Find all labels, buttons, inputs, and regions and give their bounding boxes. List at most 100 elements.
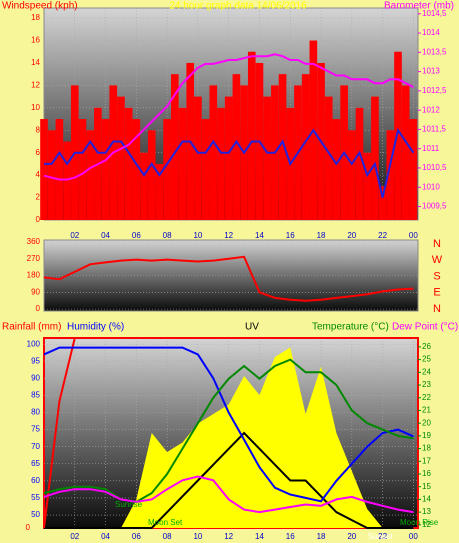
y2-tick-label: 17 xyxy=(422,456,431,465)
y-tick-label: 80 xyxy=(31,408,40,417)
bar xyxy=(409,119,418,220)
bar xyxy=(217,107,225,220)
bar xyxy=(201,119,210,220)
x-tick-label: 02 xyxy=(70,532,79,541)
axis-label: Barometer (mb) xyxy=(384,1,454,12)
x-tick-label: 12 xyxy=(224,532,233,541)
bar xyxy=(132,119,141,220)
compass-label: N xyxy=(433,238,441,250)
x-tick-label: 00 xyxy=(409,532,418,541)
bar xyxy=(263,96,271,220)
x-tick-label: 06 xyxy=(132,231,141,240)
bar xyxy=(47,130,56,220)
y-tick-label: 85 xyxy=(31,391,40,400)
axis-label: Humidity (%) xyxy=(67,322,124,333)
line xyxy=(44,127,415,198)
bar xyxy=(117,96,125,220)
line xyxy=(44,431,414,529)
y-tick-label: 18 xyxy=(31,13,40,22)
x-tick-label: 16 xyxy=(286,231,295,240)
bar xyxy=(86,130,94,220)
y2-tick-label: 25 xyxy=(422,355,431,364)
y2-tick-label: 19 xyxy=(422,431,431,440)
x-tick-label: 02 xyxy=(70,231,79,240)
bar xyxy=(163,119,171,220)
compass-label: W xyxy=(432,254,443,266)
y-tick-label: 95 xyxy=(31,356,40,365)
bar xyxy=(355,107,364,220)
y-tick-label: 8 xyxy=(36,125,41,134)
series-tick-label: 0 xyxy=(26,523,31,532)
y2-tick-label: 1011,5 xyxy=(422,125,446,134)
x-tick-label: 22 xyxy=(378,532,387,541)
axis-label: Windspeed (kph) xyxy=(2,1,78,12)
line xyxy=(43,475,414,514)
x-tick-label: 08 xyxy=(163,532,172,541)
y-tick-label: 75 xyxy=(31,425,40,434)
x-tick-label: 18 xyxy=(317,231,326,240)
bar xyxy=(171,74,179,220)
bar xyxy=(63,141,71,220)
y-tick-label: 6 xyxy=(36,148,41,157)
bar xyxy=(55,119,64,220)
compass-label: N xyxy=(433,303,441,315)
bar xyxy=(224,96,233,220)
y-tick-label: 180 xyxy=(27,271,41,280)
bar xyxy=(209,85,218,221)
y-tick-label: 65 xyxy=(31,459,40,468)
x-tick-label: 04 xyxy=(101,532,110,541)
y2-tick-label: 1014 xyxy=(422,28,440,37)
bar xyxy=(40,119,48,220)
annotation: Sunset xyxy=(368,532,394,541)
area xyxy=(44,347,414,528)
compass-label: S xyxy=(433,270,440,282)
chart-title: 24 hour graph data 14/06/2016 xyxy=(169,1,307,12)
y-tick-label: 12 xyxy=(31,81,40,90)
y2-tick-label: 1012 xyxy=(422,105,440,114)
bar xyxy=(178,107,187,220)
x-tick-label: 18 xyxy=(317,532,326,541)
y-tick-label: 70 xyxy=(31,442,40,451)
x-tick-label: 00 xyxy=(409,231,418,240)
y-tick-label: 16 xyxy=(31,36,40,45)
bar xyxy=(401,85,410,221)
bar xyxy=(394,51,402,220)
y-tick-label: 14 xyxy=(31,58,40,67)
x-tick-label: 22 xyxy=(378,231,387,240)
line xyxy=(43,346,414,503)
bar xyxy=(363,152,372,220)
y2-tick-label: 12 xyxy=(422,520,431,529)
y2-tick-label: 14 xyxy=(422,495,431,504)
bar xyxy=(155,163,164,220)
bar xyxy=(332,119,341,220)
x-tick-label: 16 xyxy=(286,532,295,541)
y-tick-label: 55 xyxy=(31,493,40,502)
bar xyxy=(78,119,87,220)
axis-label: Rainfall (mm) xyxy=(2,322,61,333)
line xyxy=(43,358,414,503)
y2-tick-label: 1012,5 xyxy=(422,86,447,95)
x-tick-label: 14 xyxy=(255,532,264,541)
y2-tick-label: 1011 xyxy=(422,144,440,153)
y-tick-label: 4 xyxy=(36,170,41,179)
bar xyxy=(301,74,310,220)
y2-tick-label: 13 xyxy=(422,507,431,516)
bar xyxy=(386,130,395,220)
axis-label: Dew Point (°C) xyxy=(392,322,458,333)
y2-tick-label: 15 xyxy=(422,482,431,491)
y-tick-label: 50 xyxy=(31,510,40,519)
y-tick-label: 0 xyxy=(36,215,41,224)
x-tick-label: 10 xyxy=(193,532,202,541)
y-tick-label: 10 xyxy=(31,103,40,112)
y2-tick-label: 1013,5 xyxy=(422,47,447,56)
y-tick-label: 360 xyxy=(27,237,41,246)
x-tick-label: 08 xyxy=(163,231,172,240)
x-tick-label: 10 xyxy=(193,231,202,240)
annotation: Moon Set xyxy=(148,518,183,527)
y-tick-label: 270 xyxy=(27,254,41,263)
bar xyxy=(194,96,202,220)
line xyxy=(43,53,414,181)
bar xyxy=(124,107,133,220)
x-tick-label: 20 xyxy=(347,532,356,541)
